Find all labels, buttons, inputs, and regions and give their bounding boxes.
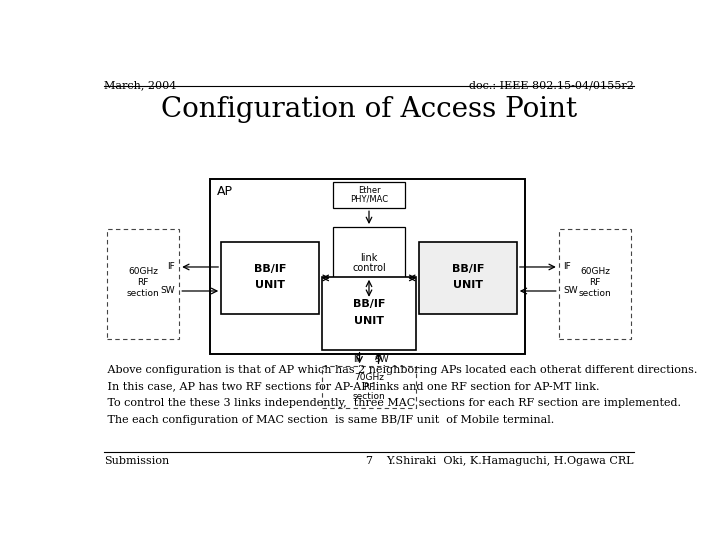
Bar (210, 179, 526, 354)
Bar (107, 229, 179, 339)
Bar (333, 182, 405, 208)
Text: Ether: Ether (358, 186, 380, 194)
Text: Above configuration is that of AP which has 2 neighboring APs located each other: Above configuration is that of AP which … (104, 365, 698, 375)
Text: SW: SW (374, 355, 389, 363)
Text: IF: IF (167, 262, 175, 272)
Bar (221, 241, 319, 314)
Text: IF: IF (563, 262, 571, 272)
Bar (333, 227, 405, 300)
Bar (559, 229, 631, 339)
Text: UNIT: UNIT (354, 316, 384, 326)
Text: 60GHz: 60GHz (580, 267, 610, 276)
Text: BB/IF: BB/IF (353, 299, 385, 309)
Text: 7: 7 (366, 456, 372, 467)
Bar (322, 277, 416, 349)
Text: RF: RF (364, 382, 374, 392)
Text: SW: SW (563, 287, 578, 295)
Text: Configuration of Access Point: Configuration of Access Point (161, 96, 577, 123)
Text: section: section (353, 392, 385, 401)
Text: AP: AP (217, 185, 233, 198)
Text: 60GHz: 60GHz (128, 267, 158, 276)
Text: section: section (127, 289, 159, 298)
Text: IF: IF (353, 355, 361, 363)
Text: The each configuration of MAC section  is same BB/IF unit  of Mobile terminal.: The each configuration of MAC section is… (104, 415, 554, 425)
Text: link: link (360, 253, 378, 264)
Text: To control the these 3 links independently,  three MAC sections for each RF sect: To control the these 3 links independent… (104, 399, 681, 408)
Text: March, 2004: March, 2004 (104, 80, 176, 91)
Text: PHY/MAC: PHY/MAC (350, 195, 388, 204)
Text: SW: SW (160, 287, 175, 295)
Text: doc.: IEEE 802.15-04/0155r2: doc.: IEEE 802.15-04/0155r2 (469, 80, 634, 91)
Text: section: section (579, 289, 611, 298)
Text: BB/IF: BB/IF (452, 264, 485, 274)
Text: RF: RF (138, 278, 149, 287)
Text: 70GHz: 70GHz (354, 373, 384, 382)
Text: BB/IF: BB/IF (253, 264, 286, 274)
Text: UNIT: UNIT (255, 280, 285, 291)
Text: In this case, AP has two RF sections for AP-AP links and one RF section for AP-M: In this case, AP has two RF sections for… (104, 382, 600, 392)
Text: control: control (352, 264, 386, 273)
Text: Y.Shiraki  Oki, K.Hamaguchi, H.Ogawa CRL: Y.Shiraki Oki, K.Hamaguchi, H.Ogawa CRL (387, 456, 634, 467)
Text: UNIT: UNIT (453, 280, 483, 291)
Bar (322, 366, 416, 408)
Text: Submission: Submission (104, 456, 169, 467)
Text: RF: RF (589, 278, 600, 287)
Bar (419, 241, 517, 314)
